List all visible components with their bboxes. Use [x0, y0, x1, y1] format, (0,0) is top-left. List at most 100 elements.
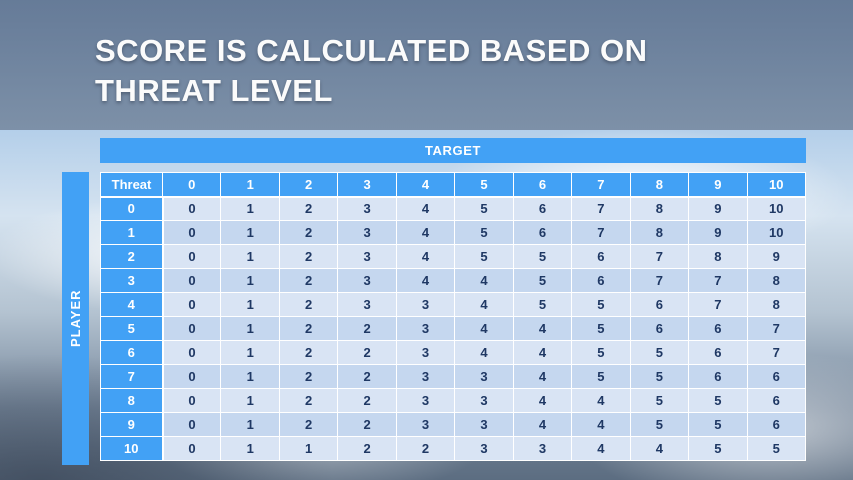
player-row-header: 9	[100, 412, 164, 437]
score-table-header-row: Threat 0 1 2 3 4 5 6 7 8 9 10	[100, 172, 807, 198]
score-cell: 5	[629, 364, 690, 389]
target-col-header: 10	[746, 172, 807, 198]
score-cell: 2	[278, 268, 339, 293]
score-row: 1 0 1 2 3 4 5 6 7 8 9 10	[100, 220, 807, 245]
title-line-1: SCORE IS CALCULATED BASED ON	[95, 33, 648, 68]
score-cell: 0	[161, 364, 222, 389]
score-cell: 2	[337, 340, 397, 365]
score-cell: 9	[688, 196, 748, 221]
score-cell: 1	[220, 196, 280, 221]
score-cell: 4	[512, 388, 573, 413]
target-col-header: 0	[161, 172, 222, 198]
score-cell: 4	[395, 196, 456, 221]
score-cell: 1	[220, 412, 280, 437]
score-cell: 5	[629, 340, 690, 365]
player-axis-label: PLAYER	[68, 289, 83, 348]
score-cell: 3	[337, 244, 397, 269]
score-cell: 5	[512, 292, 573, 317]
score-cell: 2	[278, 388, 339, 413]
score-cell: 1	[220, 436, 280, 461]
score-cell: 7	[688, 292, 748, 317]
score-cell: 2	[337, 316, 397, 341]
target-col-header: 9	[688, 172, 748, 198]
threat-corner-header: Threat	[100, 172, 163, 198]
player-row-header: 4	[100, 292, 164, 317]
score-cell: 6	[746, 412, 807, 437]
score-cell: 8	[688, 244, 748, 269]
score-cell: 4	[454, 268, 514, 293]
score-cell: 4	[454, 316, 514, 341]
score-cell: 5	[688, 388, 748, 413]
score-cell: 5	[571, 292, 631, 317]
score-cell: 8	[629, 196, 690, 221]
score-cell: 9	[746, 244, 807, 269]
score-cell: 3	[337, 220, 397, 245]
score-cell: 6	[571, 268, 631, 293]
score-cell: 3	[337, 292, 397, 317]
score-cell: 4	[571, 412, 631, 437]
score-cell: 5	[454, 220, 514, 245]
target-col-header: 4	[395, 172, 456, 198]
score-cell: 4	[395, 268, 456, 293]
target-col-header: 5	[454, 172, 514, 198]
score-cell: 4	[629, 436, 690, 461]
score-cell: 7	[746, 340, 807, 365]
score-cell: 6	[512, 220, 573, 245]
score-cell: 2	[278, 364, 339, 389]
player-row-header: 7	[100, 364, 164, 389]
score-cell: 6	[571, 244, 631, 269]
score-cell: 1	[278, 436, 339, 461]
score-cell: 9	[688, 220, 748, 245]
score-cell: 4	[571, 388, 631, 413]
score-cell: 5	[746, 436, 807, 461]
score-cell: 5	[454, 196, 514, 221]
score-cell: 0	[161, 316, 222, 341]
target-col-header: 7	[571, 172, 631, 198]
target-col-header: 8	[629, 172, 690, 198]
score-cell: 4	[395, 220, 456, 245]
score-cell: 7	[629, 244, 690, 269]
score-cell: 4	[512, 412, 573, 437]
score-cell: 6	[688, 316, 748, 341]
score-cell: 3	[454, 412, 514, 437]
score-row: 0 0 1 2 3 4 5 6 7 8 9 10	[100, 196, 807, 221]
score-cell: 8	[746, 268, 807, 293]
score-cell: 4	[512, 364, 573, 389]
target-col-header: 6	[512, 172, 573, 198]
score-cell: 5	[629, 388, 690, 413]
score-cell: 8	[629, 220, 690, 245]
score-cell: 3	[395, 364, 456, 389]
score-cell: 6	[688, 340, 748, 365]
score-cell: 2	[395, 436, 456, 461]
player-row-header: 8	[100, 388, 164, 413]
score-cell: 5	[571, 340, 631, 365]
score-cell: 2	[278, 196, 339, 221]
score-cell: 5	[688, 412, 748, 437]
score-cell: 3	[337, 196, 397, 221]
score-cell: 8	[746, 292, 807, 317]
score-cell: 3	[395, 412, 456, 437]
score-cell: 1	[220, 388, 280, 413]
score-cell: 5	[571, 364, 631, 389]
score-cell: 6	[746, 364, 807, 389]
score-cell: 4	[512, 340, 573, 365]
score-cell: 5	[454, 244, 514, 269]
score-cell: 4	[395, 244, 456, 269]
score-cell: 1	[220, 268, 280, 293]
score-cell: 4	[454, 340, 514, 365]
score-cell: 2	[278, 412, 339, 437]
score-cell: 3	[395, 292, 456, 317]
target-col-header: 2	[278, 172, 339, 198]
score-cell: 4	[454, 292, 514, 317]
score-cell: 3	[337, 268, 397, 293]
score-cell: 0	[161, 388, 222, 413]
score-cell: 0	[161, 340, 222, 365]
score-row: 10 0 1 1 2 2 3 3 4 4 5 5	[100, 436, 807, 461]
target-col-header: 3	[337, 172, 397, 198]
score-cell: 7	[746, 316, 807, 341]
player-row-header: 3	[100, 268, 164, 293]
